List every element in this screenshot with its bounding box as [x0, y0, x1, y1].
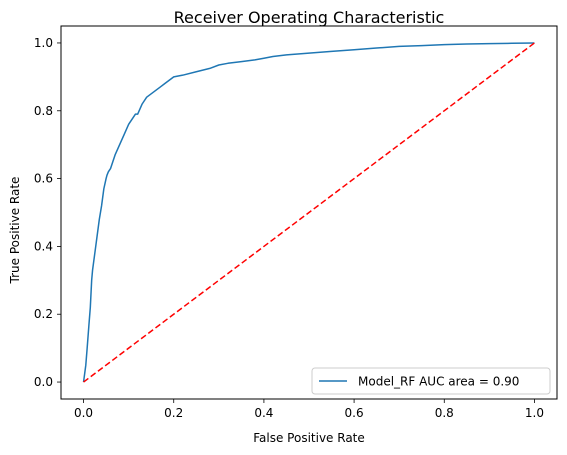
- x-axis-ticks: 0.0 0.2 0.4 0.6 0.8 1.0: [74, 399, 544, 420]
- x-tick-label: 0.4: [254, 406, 273, 420]
- y-tick-label: 0.0: [34, 375, 53, 389]
- chart-title: Receiver Operating Characteristic: [174, 8, 445, 27]
- y-tick-label: 1.0: [34, 36, 53, 50]
- plot-area: [60, 25, 558, 400]
- y-tick-label: 0.4: [34, 239, 53, 253]
- x-axis-label: False Positive Rate: [253, 431, 365, 445]
- chance-diagonal-line: [83, 42, 535, 383]
- x-tick-label: 1.0: [525, 406, 544, 420]
- plot-frame: [60, 25, 558, 400]
- y-tick-label: 0.2: [34, 307, 53, 321]
- x-tick-label: 0.8: [435, 406, 454, 420]
- y-tick-label: 0.8: [34, 104, 53, 118]
- series-layer: [82, 42, 535, 383]
- y-axis-ticks: 0.0 0.2 0.4 0.6 0.8 1.0: [34, 36, 61, 389]
- legend: Model_RF AUC area = 0.90: [311, 367, 551, 395]
- y-axis-label: True Positive Rate: [8, 177, 22, 285]
- y-tick-label: 0.6: [34, 172, 53, 186]
- x-tick-label: 0.6: [345, 406, 364, 420]
- legend-label: Model_RF AUC area = 0.90: [358, 375, 519, 389]
- legend-box: [311, 367, 551, 395]
- x-tick-label: 0.0: [74, 406, 93, 420]
- roc-curve-line: [82, 42, 535, 383]
- x-tick-label: 0.2: [164, 406, 183, 420]
